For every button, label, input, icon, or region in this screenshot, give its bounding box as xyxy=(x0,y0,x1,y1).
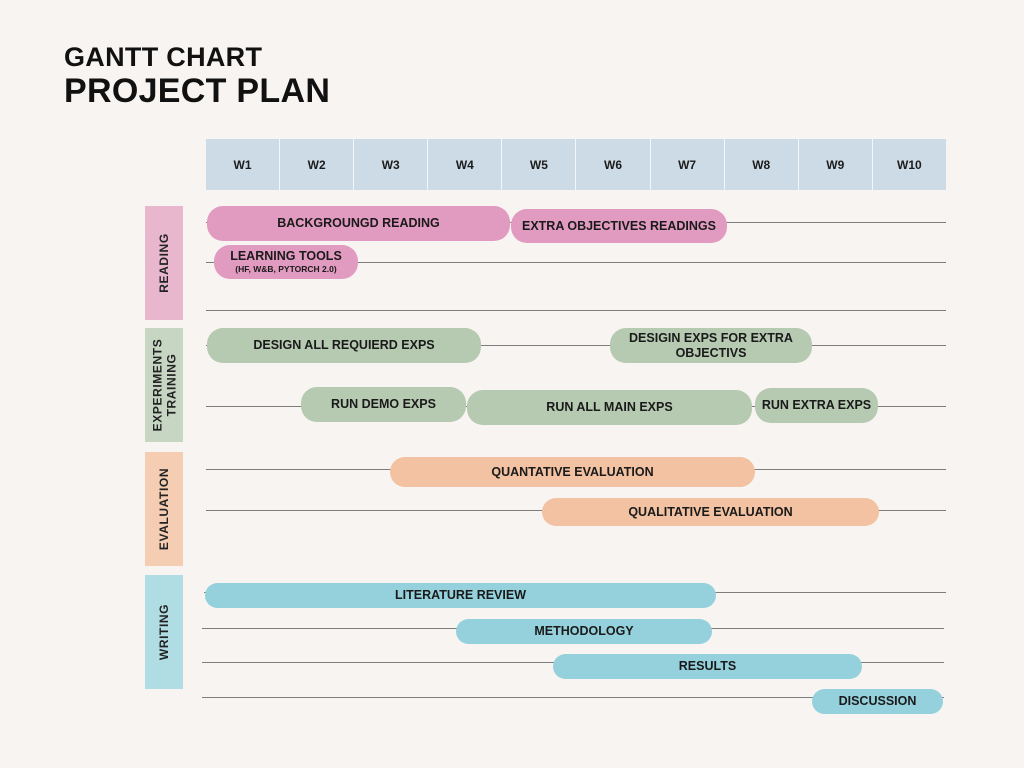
task-label: RESULTS xyxy=(678,659,737,673)
task-label: RUN ALL MAIN EXPS xyxy=(546,400,673,414)
task-bar-results[interactable]: RESULTS xyxy=(553,654,862,679)
page-title: PROJECT PLAN xyxy=(64,72,331,110)
task-label: RUN DEMO EXPS xyxy=(331,397,436,411)
task-bar-design-extra-exps[interactable]: DESIGIN EXPS FOR EXTRA OBJECTIVS xyxy=(610,328,812,363)
section-label-reading: READING xyxy=(145,206,183,320)
section-label-evaluation: EVALUATION xyxy=(145,452,183,566)
task-label-line1: DESIGIN EXPS FOR EXTRA xyxy=(629,330,793,345)
task-label: LEARNING TOOLS xyxy=(230,249,342,263)
row-line xyxy=(206,262,946,263)
task-bar-run-main-exps[interactable]: RUN ALL MAIN EXPS xyxy=(467,390,752,425)
task-bar-design-required-exps[interactable]: DESIGN ALL REQUIERD EXPS xyxy=(207,328,481,363)
row-line xyxy=(202,697,944,698)
section-label-experiments-line2: TRAINING xyxy=(164,353,178,417)
task-label: QUANTATIVE EVALUATION xyxy=(491,464,654,479)
section-label-experiments-line1: EXPERIMENTS xyxy=(150,338,164,432)
section-label-reading-text: READING xyxy=(157,233,172,293)
week-header: W1 W2 W3 W4 W5 W6 W7 W8 W9 W10 xyxy=(206,139,946,190)
task-bar-learning-tools[interactable]: LEARNING TOOLS (HF, W&B, PYTORCH 2.0) xyxy=(214,245,358,279)
week-header-w2: W2 xyxy=(280,139,355,190)
week-header-w7: W7 xyxy=(651,139,725,190)
week-header-w6: W6 xyxy=(576,139,651,190)
task-label: BACKGROUNGD READING xyxy=(277,216,440,230)
week-header-w10: W10 xyxy=(897,157,922,172)
task-label: QUALITATIVE EVALUATION xyxy=(628,504,793,519)
task-label: DISCUSSION xyxy=(838,694,917,708)
task-label-line2: OBJECTIVS xyxy=(675,345,747,360)
task-label: DESIGN ALL REQUIERD EXPS xyxy=(253,338,435,352)
section-label-experiments-text: EXPERIMENTS TRAINING xyxy=(150,339,178,432)
section-label-writing-text: WRITING xyxy=(157,603,172,661)
chart-subtitle: GANTT CHART xyxy=(64,42,263,72)
week-header-w9: W9 xyxy=(799,139,873,190)
section-label-experiments: EXPERIMENTS TRAINING xyxy=(145,328,183,442)
task-bar-literature-review[interactable]: LITERATURE REVIEW xyxy=(205,583,716,608)
task-bar-methodology[interactable]: METHODOLOGY xyxy=(456,619,712,644)
task-label: EXTRA OBJECTIVES READINGS xyxy=(521,218,716,233)
week-header-w4: W4 xyxy=(428,139,503,190)
task-bar-run-demo-exps[interactable]: RUN DEMO EXPS xyxy=(301,387,466,422)
task-bar-quantitative-evaluation[interactable]: QUANTATIVE EVALUATION xyxy=(390,457,755,487)
week-header-w3: W3 xyxy=(354,139,429,190)
task-bar-run-extra-exps[interactable]: RUN EXTRA EXPS xyxy=(755,388,878,423)
week-header-w1: W1 xyxy=(206,139,281,190)
task-bar-background-reading[interactable]: BACKGROUNGD READING xyxy=(207,206,510,241)
row-line xyxy=(206,310,946,311)
week-header-w8: W8 xyxy=(725,139,799,190)
task-bar-discussion[interactable]: DISCUSSION xyxy=(812,689,943,714)
task-detail: (HF, W&B, PYTORCH 2.0) xyxy=(235,264,337,274)
section-label-writing: WRITING xyxy=(145,575,183,689)
task-bar-extra-objectives-readings[interactable]: EXTRA OBJECTIVES READINGS xyxy=(511,209,727,243)
task-label: METHODOLOGY xyxy=(534,624,634,638)
section-label-evaluation-text: EVALUATION xyxy=(157,467,171,551)
week-header-w5: W5 xyxy=(502,139,577,190)
row-line xyxy=(206,345,946,346)
task-label: RUN EXTRA EXPS xyxy=(761,398,872,412)
task-bar-qualitative-evaluation[interactable]: QUALITATIVE EVALUATION xyxy=(542,498,879,526)
task-label: LITERATURE REVIEW xyxy=(394,588,527,602)
